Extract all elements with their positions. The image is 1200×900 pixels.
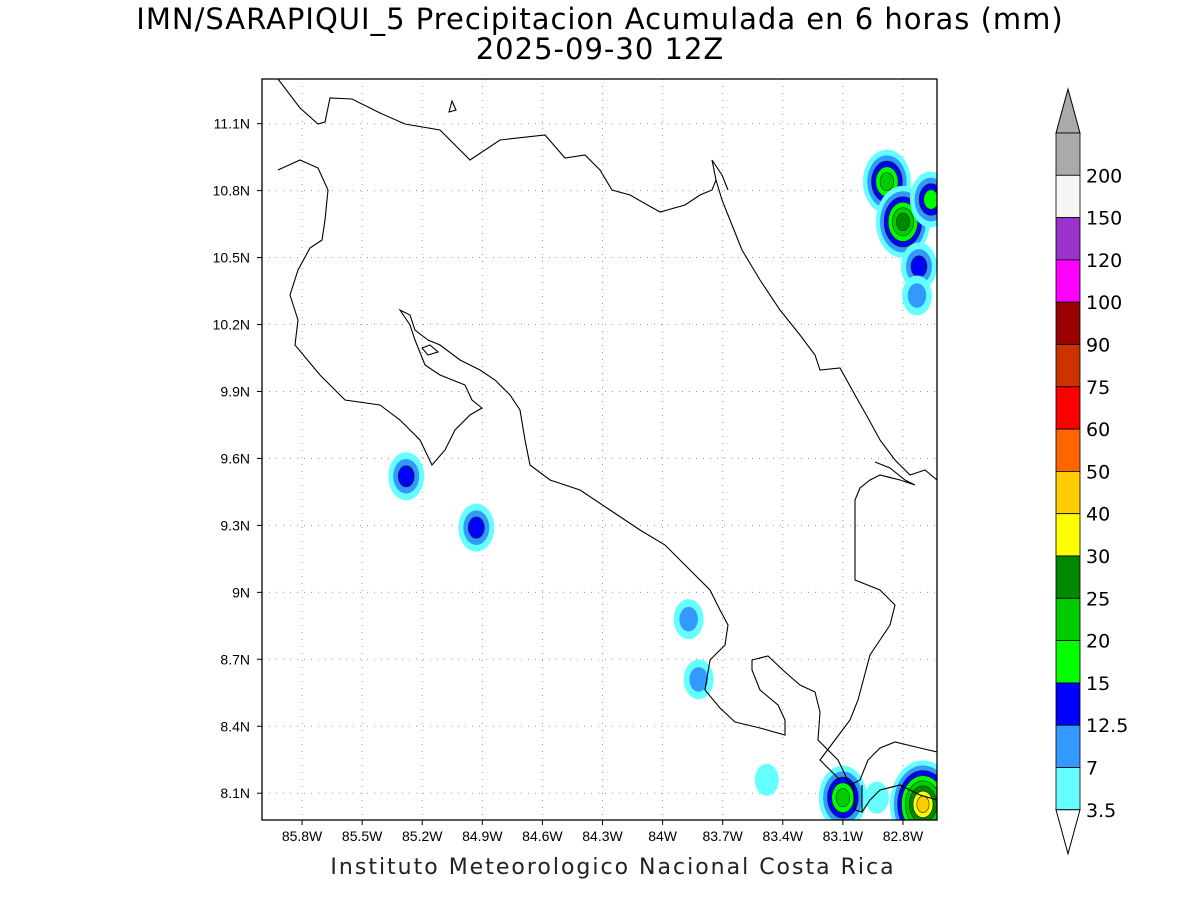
- precip-cell: [673, 599, 704, 640]
- colorbar-over-arrow: [1055, 87, 1081, 134]
- precipitation-field: [388, 149, 937, 820]
- colorbar-label: 120: [1086, 250, 1122, 272]
- colorbar-swatch: [1055, 682, 1081, 726]
- lon-tick-label: 83.1W: [823, 828, 864, 844]
- lon-tick-label: 85.8W: [282, 828, 323, 844]
- map-subtitle-datetime: 2025-09-30 12Z: [475, 32, 725, 66]
- colorbar-swatch: [1055, 301, 1081, 345]
- precip-cell: [901, 275, 932, 316]
- colorbar-label: 200: [1086, 165, 1122, 187]
- colorbar-swatch: [1055, 555, 1081, 599]
- colorbar-label: 7: [1086, 758, 1098, 780]
- colorbar-label: 60: [1086, 419, 1110, 441]
- colorbar-swatch: [1055, 344, 1081, 388]
- colorbar-label: 3.5: [1086, 800, 1116, 822]
- colorbar-label: 12.5: [1086, 715, 1128, 737]
- lon-tick-label: 82.8W: [883, 828, 924, 844]
- lat-tick-label: 10.5N: [213, 250, 250, 266]
- colorbar-swatch: [1055, 767, 1081, 811]
- colorbar-label: 25: [1086, 588, 1110, 610]
- colorbar-label: 30: [1086, 546, 1110, 568]
- colorbar-swatch: [1055, 132, 1081, 176]
- colorbar-label: 40: [1086, 504, 1110, 526]
- latitude-axis: 11.1N 10.8N 10.5N 10.2N 9.9N 9.6N 9.3N 9N 8.7N 8.…: [213, 116, 262, 801]
- plot-frame: [261, 78, 938, 821]
- lat-tick-label: 10.2N: [213, 317, 250, 333]
- colorbar-label: 90: [1086, 335, 1110, 357]
- coastline: [277, 79, 937, 813]
- precip-cell: [909, 171, 937, 228]
- colorbar-swatch: [1055, 640, 1081, 684]
- colorbar-swatch: [1055, 597, 1081, 641]
- colorbar-swatch: [1055, 513, 1081, 557]
- lon-tick-label: 84.6W: [522, 828, 563, 844]
- lon-tick-label: 84W: [648, 828, 678, 844]
- colorbar-swatch: [1055, 259, 1081, 303]
- lon-tick-label: 83.4W: [763, 828, 804, 844]
- colorbar-label: 75: [1086, 377, 1110, 399]
- lon-tick-label: 85.5W: [342, 828, 383, 844]
- colorbar-label: 20: [1086, 631, 1110, 653]
- colorbar-label: 100: [1086, 292, 1122, 314]
- lat-tick-label: 8.1N: [220, 785, 250, 801]
- colorbar-swatch: [1055, 217, 1081, 261]
- map-title: IMN/SARAPIQUI_5 Precipitacion Acumulada …: [136, 2, 1064, 36]
- lat-tick-label: 9.6N: [220, 450, 250, 466]
- colorbar-under-arrow: [1055, 809, 1081, 856]
- colorbar-swatch: [1055, 174, 1081, 219]
- precip-cell: [458, 503, 495, 552]
- lon-tick-label: 85.2W: [402, 828, 443, 844]
- colorbar-swatch: [1055, 386, 1081, 430]
- colorbar-swatch: [1055, 724, 1081, 768]
- precip-cell: [754, 763, 779, 796]
- lon-tick-label: 84.9W: [462, 828, 503, 844]
- colorbar-label: 50: [1086, 461, 1110, 483]
- colorbar-swatch: [1055, 428, 1081, 472]
- lat-tick-label: 10.8N: [213, 183, 250, 199]
- lat-tick-label: 9.9N: [220, 383, 250, 399]
- precip-cell: [388, 452, 425, 501]
- longitude-axis: 85.8W 85.5W 85.2W 84.9W 84.6W 84.3W 84W 83.7W 83…: [282, 820, 924, 844]
- lat-tick-label: 11.1N: [214, 116, 250, 132]
- lon-tick-label: 84.3W: [582, 828, 623, 844]
- colorbar-legend: 3.5 7 12.5 15 20 25 30 40 50 60 75 90 100 120 150 200: [1055, 87, 1128, 856]
- colorbar-label: 15: [1086, 673, 1110, 695]
- precip-cell: [864, 781, 889, 814]
- map-gridlines: [262, 79, 937, 820]
- lat-tick-label: 9.3N: [220, 517, 250, 533]
- lat-tick-label: 8.7N: [220, 651, 250, 667]
- footer-credit: Instituto Meteorologico Nacional Costa R…: [330, 855, 896, 880]
- lat-tick-label: 9N: [232, 584, 250, 600]
- lon-tick-label: 83.7W: [702, 828, 743, 844]
- colorbar-swatch: [1055, 470, 1081, 515]
- precip-cell: [683, 659, 714, 700]
- colorbar-label: 150: [1086, 208, 1122, 230]
- lat-tick-label: 8.4N: [220, 718, 250, 734]
